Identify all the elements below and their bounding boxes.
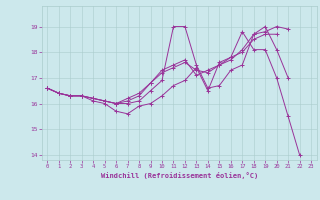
X-axis label: Windchill (Refroidissement éolien,°C): Windchill (Refroidissement éolien,°C) [100, 172, 258, 179]
